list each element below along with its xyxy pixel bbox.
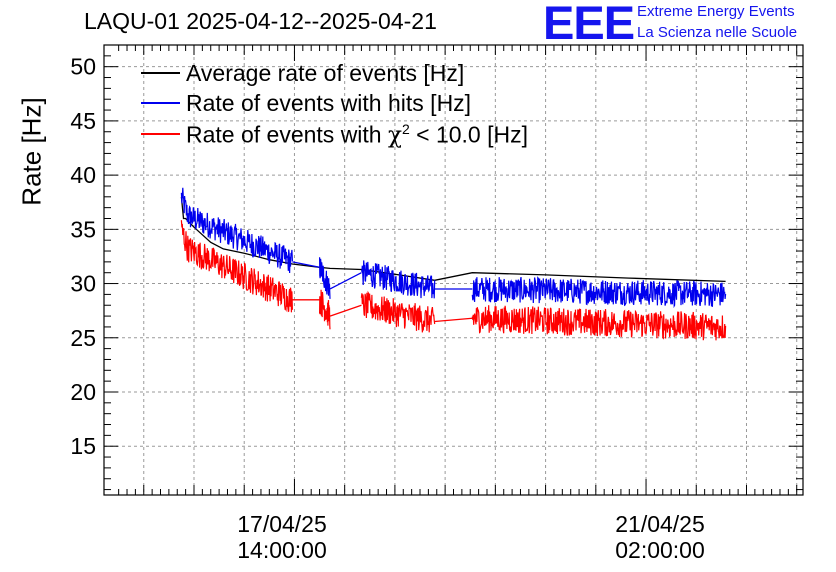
legend-chi2-tail: < 10.0 [Hz] (409, 121, 528, 148)
series-chi2-segment (319, 289, 331, 330)
logo-line-1: Extreme Energy Events (637, 3, 795, 20)
series-hits-connector (292, 261, 320, 268)
series-chi2-connector (329, 304, 362, 317)
y-tick-label: 50 (70, 54, 96, 80)
series-chi2-segment (360, 290, 436, 333)
series-hits-segment (471, 276, 727, 309)
logo-line-2: La Scienza nelle Scuole (637, 24, 798, 41)
series-hits-segment (319, 257, 331, 299)
series-chi2-segment (471, 305, 727, 341)
y-tick-labels: 15 20 25 30 35 40 45 50 (70, 54, 96, 460)
y-tick-label: 20 (70, 379, 96, 405)
y-tick-label: 35 (70, 216, 96, 242)
y-tick-label: 45 (70, 108, 96, 134)
legend-entry-average: Average rate of events [Hz] (186, 60, 465, 86)
legend-entry-chi2: Rate of events with χ2 < 10.0 [Hz] (186, 121, 528, 149)
y-tick-label: 15 (70, 433, 96, 459)
legend-entry-hits: Rate of events with hits [Hz] (186, 90, 472, 116)
y-tick-label: 40 (70, 162, 96, 188)
series-average-line (180, 196, 726, 283)
data-series (180, 187, 727, 341)
y-axis-label: Rate [Hz] (16, 97, 47, 206)
series-hits-segment (180, 187, 293, 274)
series-chi2-connector (434, 317, 473, 323)
legend-chi2-main: Rate of events with (186, 121, 388, 148)
x-tick-label-1: 17/04/25 14:00:00 (202, 511, 362, 563)
x-tick-date-1: 17/04/25 (237, 511, 327, 537)
eee-logo: EEE (543, 0, 635, 49)
y-tick-label: 25 (70, 325, 96, 351)
chart-title: LAQU-01 2025-04-12--2025-04-21 (84, 8, 437, 34)
series-hits-connector (329, 272, 362, 290)
series-hits-segment (360, 260, 436, 299)
x-tick-time-1: 14:00:00 (237, 537, 327, 563)
legend-chi2-sup: 2 (401, 121, 410, 137)
axis-ticks (104, 44, 803, 495)
x-tick-date-2: 21/04/25 (615, 511, 705, 537)
legend-lines (141, 72, 180, 135)
series-chi2-segment (180, 220, 293, 313)
x-tick-label-2: 21/04/25 02:00:00 (580, 511, 740, 563)
y-tick-label: 30 (70, 271, 96, 297)
x-tick-time-2: 02:00:00 (615, 537, 705, 563)
grid-lines (104, 45, 803, 495)
legend-chi2-symbol: χ (388, 122, 402, 149)
